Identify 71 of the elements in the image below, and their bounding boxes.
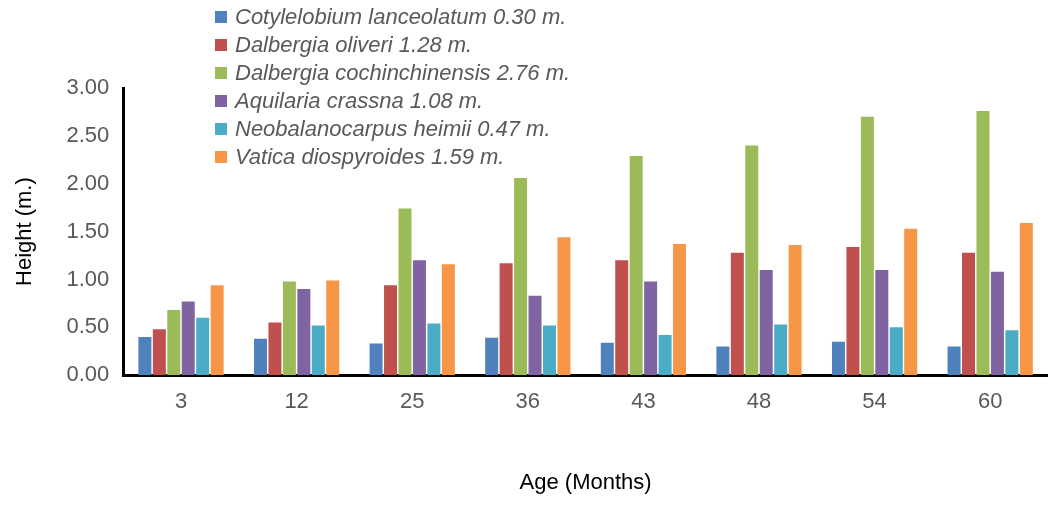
bar [326, 280, 340, 376]
legend-label: Neobalanocarpus heimii 0.47 m. [235, 116, 551, 142]
bar [398, 208, 412, 376]
bar [962, 252, 976, 376]
bar [629, 155, 643, 376]
bar [600, 342, 614, 376]
bar [311, 325, 325, 376]
bar [860, 116, 874, 376]
y-tick-label: 1.50 [66, 217, 110, 243]
bar [1019, 222, 1033, 376]
x-tick-label: 3 [174, 388, 188, 414]
y-axis-title: Height (m.) [11, 177, 37, 286]
bar [181, 301, 195, 376]
bar [976, 110, 990, 376]
bar [644, 281, 658, 376]
bar [542, 325, 556, 376]
bar [831, 341, 845, 376]
x-tick-label: 25 [399, 388, 425, 414]
bar [384, 285, 398, 376]
bar [1005, 330, 1019, 376]
bar [774, 324, 788, 376]
bar [658, 334, 672, 376]
bar [253, 338, 267, 376]
bar [947, 346, 961, 376]
x-tick-label: 36 [515, 388, 541, 414]
legend-label: Aquilaria crassna 1.08 m. [235, 88, 484, 114]
bar [268, 322, 282, 376]
bar [889, 327, 903, 376]
bar [138, 336, 152, 376]
bar [499, 263, 513, 376]
bar [745, 145, 759, 376]
bar [485, 337, 499, 376]
x-tick-label: 43 [631, 388, 656, 414]
x-axis-title: Age (Months) [519, 468, 652, 494]
y-tick-label: 0.50 [66, 313, 110, 339]
bar [716, 346, 730, 376]
bar [673, 244, 687, 376]
bar [282, 281, 296, 376]
bar [152, 329, 166, 376]
y-tick-label: 1.00 [66, 265, 110, 291]
bar [759, 269, 773, 376]
x-tick-label: 54 [862, 388, 887, 414]
bar [210, 285, 224, 376]
bar [441, 264, 455, 376]
bar [875, 269, 889, 376]
bar [990, 271, 1004, 376]
y-tick-label: 3.00 [66, 74, 110, 100]
x-tick-label: 60 [977, 388, 1003, 414]
y-tick-label: 0.00 [66, 361, 110, 387]
bar [427, 323, 441, 376]
bar [557, 237, 571, 376]
legend-label: Cotylelobium lanceolatum 0.30 m. [235, 4, 567, 30]
bar [514, 177, 528, 376]
bar [904, 228, 918, 376]
bar [615, 260, 629, 376]
bar [412, 260, 426, 376]
y-tick-label: 2.50 [66, 121, 110, 147]
bar [730, 252, 744, 376]
x-tick-label: 12 [284, 388, 309, 414]
y-tick-label: 2.00 [66, 169, 110, 195]
bar [788, 245, 802, 376]
legend-label: Dalbergia cochinchinensis 2.76 m. [235, 60, 571, 86]
bar [196, 317, 210, 376]
x-tick-label: 48 [746, 388, 772, 414]
bar [369, 343, 383, 376]
bar [846, 246, 860, 376]
bar [167, 310, 181, 376]
bar [297, 289, 311, 376]
bar [528, 295, 542, 376]
legend-label: Dalbergia oliveri 1.28 m. [235, 32, 473, 58]
legend-label: Vatica diospyroides 1.59 m. [235, 144, 505, 170]
